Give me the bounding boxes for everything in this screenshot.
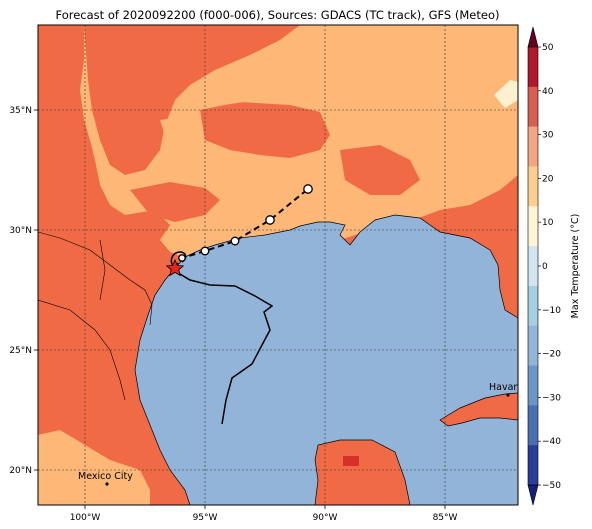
light-warm-region [38, 430, 150, 505]
colorbar-tick-label: −40 [542, 437, 561, 447]
colorbar-segment [528, 325, 538, 366]
city-label-mexico-city: Mexico City [78, 471, 133, 482]
light-warm-region [210, 92, 245, 106]
colorbar-tick-label: 50 [542, 43, 554, 53]
colorbar: 50 40 30 20 10 0 −10 −20 −30 −40 −50 [527, 26, 561, 506]
colorbar-segment [528, 86, 538, 127]
forecast-points [178, 184, 313, 262]
lat-tick-label: 30°N [9, 226, 32, 236]
forecast-point [230, 236, 240, 246]
map-panel: Mexico City Havana [38, 25, 525, 505]
colorbar-tick-label: −10 [542, 306, 561, 316]
colorbar-segment [528, 365, 538, 406]
colorbar-segment [528, 246, 538, 287]
warm-region [340, 145, 420, 195]
city-marker [506, 393, 510, 397]
city-label-havana: Havana [489, 382, 525, 393]
colorbar-tick-label: 20 [542, 174, 554, 184]
colorbar-segment [528, 405, 538, 446]
light-warm-region [160, 118, 178, 136]
colorbar-segment [528, 126, 538, 167]
colorbar-tick-label: 30 [542, 131, 554, 141]
colorbar-segment [528, 445, 538, 486]
map-frame [37, 24, 519, 506]
colorbar-tick-label: 40 [542, 87, 554, 97]
colorbar-extend-min [527, 484, 539, 506]
colorbar-extend-max [527, 26, 539, 48]
forecast-point [265, 215, 275, 225]
lon-tick-label: 90°W [313, 513, 338, 523]
lon-tick-label: 95°W [193, 513, 218, 523]
tick-marks [34, 109, 446, 509]
gulf-of-mexico [134, 214, 518, 505]
colorbar-tick-label: −20 [542, 350, 561, 360]
lat-tick-label: 20°N [9, 466, 32, 476]
colorbar-segment [528, 285, 538, 327]
colorbar-segment [528, 166, 538, 207]
pale-region [494, 80, 518, 108]
lon-tick-label: 85°W [433, 513, 458, 523]
forecast-point [178, 254, 186, 262]
colorbar-tick-label: −50 [542, 481, 561, 491]
storm-current-position-icon [165, 258, 185, 277]
warm-region [130, 182, 220, 222]
colorbar-tick-label: −30 [542, 393, 561, 403]
forecast-point [200, 246, 210, 256]
colorbar-tick-label: 0 [542, 262, 548, 272]
map-title: Forecast of 2020092200 (f000-006), Sourc… [55, 8, 500, 22]
border-lines [38, 231, 153, 401]
yucatan-hot-spot [343, 456, 359, 466]
warm-region [200, 102, 330, 158]
lat-tick-label: 35°N [9, 106, 32, 116]
colorbar-label: Max Temperature (°C) [570, 214, 581, 319]
colorbar-segment [528, 47, 538, 88]
warm-region [84, 25, 300, 175]
grid-lines [38, 25, 518, 505]
lon-tick-label: 100°W [70, 513, 101, 523]
storm-track-history [174, 267, 274, 425]
colorbar-tick-label: 10 [542, 218, 554, 228]
forecast-point [303, 184, 313, 194]
colorbar-segment [528, 206, 538, 247]
lat-tick-label: 25°N [9, 346, 32, 356]
city-marker [105, 482, 109, 486]
cuba [439, 392, 518, 427]
